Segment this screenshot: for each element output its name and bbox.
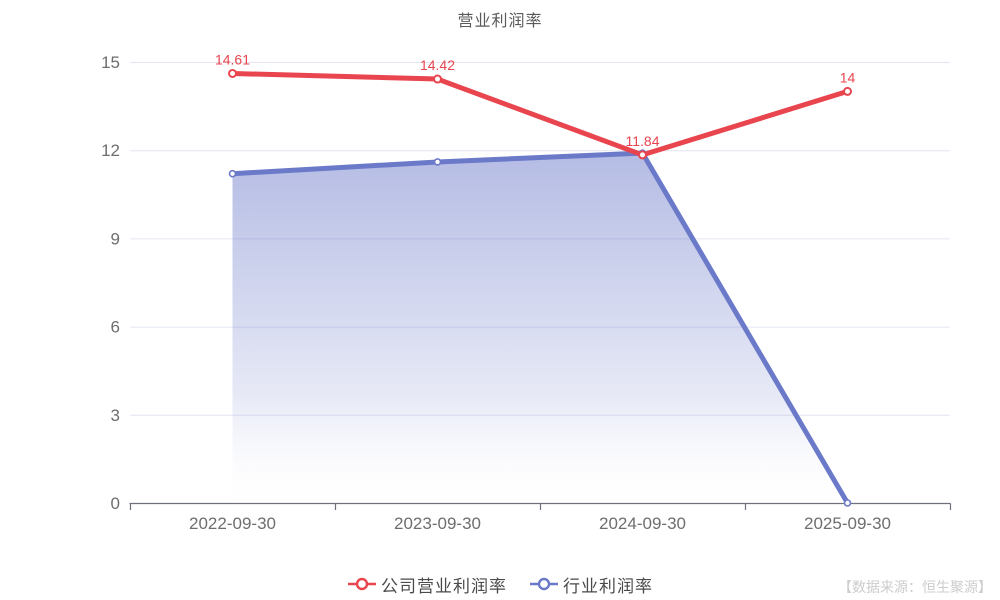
data-point bbox=[433, 158, 442, 166]
series-line-0 bbox=[230, 70, 850, 158]
legend-label: 行业利润率 bbox=[563, 576, 653, 596]
series-area-1 bbox=[232, 153, 848, 503]
data-point bbox=[843, 499, 852, 507]
legend-marker-icon bbox=[348, 577, 376, 591]
y-axis-label: 0 bbox=[111, 494, 120, 513]
x-axis-label: 2024-09-30 bbox=[599, 514, 686, 533]
x-axis-label: 2025-09-30 bbox=[804, 514, 891, 533]
legend-label: 公司营业利润率 bbox=[381, 576, 507, 596]
data-point bbox=[433, 74, 442, 84]
series-line-1 bbox=[230, 150, 850, 506]
x-axis-label: 2023-09-30 bbox=[394, 514, 481, 533]
y-axis-label: 12 bbox=[101, 141, 120, 160]
y-axis-label: 9 bbox=[111, 229, 120, 248]
y-axis-label: 15 bbox=[101, 53, 120, 72]
legend-marker-icon bbox=[530, 577, 558, 591]
data-label: 14 bbox=[840, 69, 856, 85]
data-point bbox=[228, 169, 237, 178]
legend-item-0[interactable]: 公司营业利润率 bbox=[347, 572, 507, 597]
data-point bbox=[228, 68, 237, 78]
data-label: 11.84 bbox=[626, 133, 660, 149]
data-point bbox=[638, 150, 647, 160]
legend: 公司营业利润率 行业利润率 bbox=[0, 571, 1000, 597]
data-label: 14.61 bbox=[215, 51, 250, 67]
y-axis-label: 6 bbox=[111, 318, 120, 337]
legend-item-1[interactable]: 行业利润率 bbox=[529, 572, 653, 597]
y-axis-label: 3 bbox=[111, 406, 120, 425]
chart-title: 营业利润率 bbox=[457, 13, 543, 30]
data-source-note: 【数据来源：恒生聚源】 bbox=[838, 579, 992, 595]
x-axis-label: 2022-09-30 bbox=[189, 514, 276, 533]
data-label: 14.42 bbox=[420, 57, 455, 73]
data-point bbox=[843, 86, 852, 96]
